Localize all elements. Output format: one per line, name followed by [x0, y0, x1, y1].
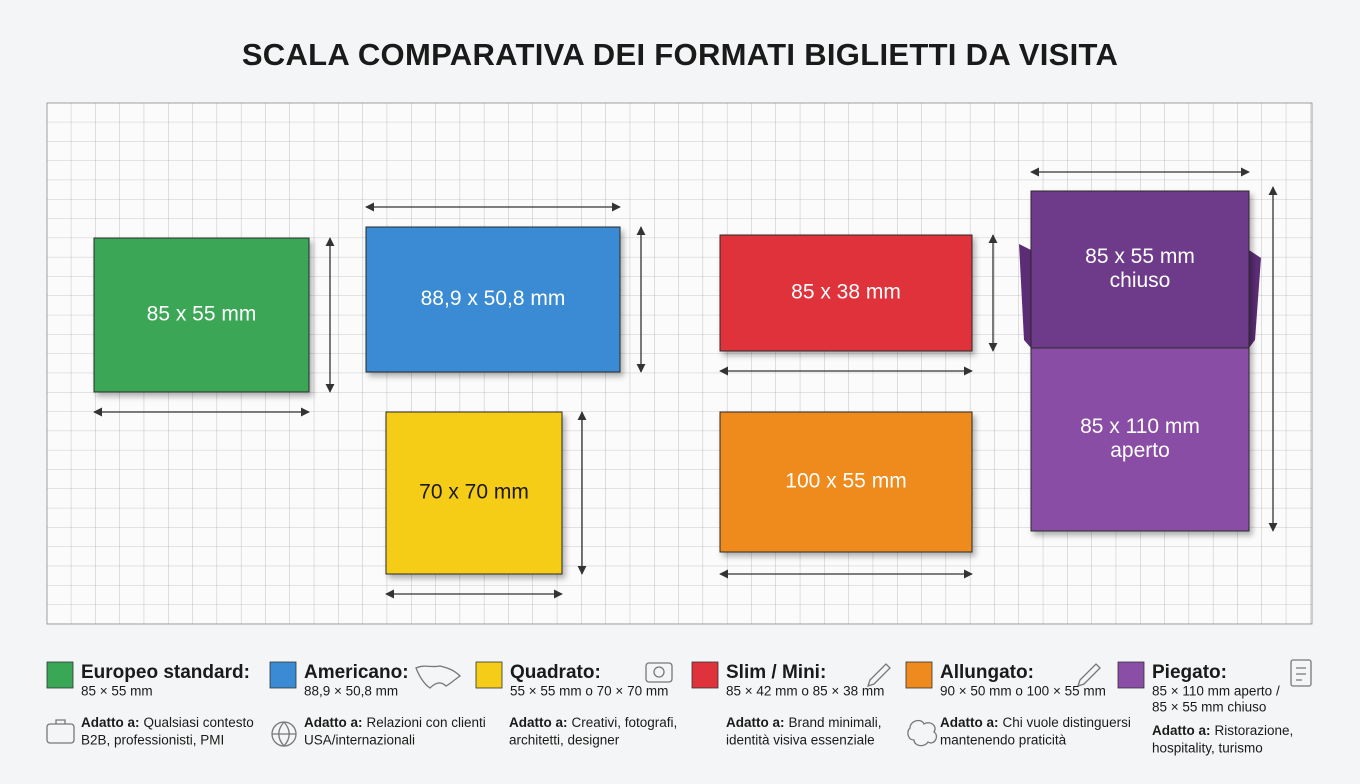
legend-name: Piegato:: [1152, 662, 1227, 683]
card-label: chiuso: [1110, 269, 1171, 292]
legend-name: Americano:: [304, 662, 409, 683]
legend-swatch: [46, 661, 74, 689]
legend-usage: Adatto a: Relazioni con clienti: [304, 715, 486, 730]
legend-dims: 85 × 55 mm: [81, 684, 153, 699]
card: [1030, 347, 1250, 532]
card: [719, 234, 973, 352]
legend-usage: mantenendo praticità: [940, 733, 1067, 748]
legend-usage: Adatto a: Brand minimali,: [726, 715, 882, 730]
legend: Europeo standard:85 × 55 mm Adatto a: Qual…: [46, 661, 1293, 756]
legend-usage: hospitality, turismo: [1152, 741, 1263, 756]
usage-label: Adatto a:: [509, 715, 568, 730]
legend-usage: Adatto a: Ristorazione,: [1152, 723, 1293, 738]
legend-usage: architetti, designer: [509, 733, 620, 748]
card: [1030, 190, 1250, 349]
usage-label: Adatto a:: [940, 715, 999, 730]
legend-usage: identità visiva essenziale: [726, 733, 875, 748]
legend-swatch: [269, 661, 297, 689]
card: [93, 237, 310, 393]
legend-name: Quadrato:: [510, 662, 601, 683]
usage-text: Creativi, fotografi,: [572, 715, 678, 730]
legend-dims: 85 × 42 mm o 85 × 38 mm: [726, 684, 884, 699]
usage-label: Adatto a:: [81, 715, 140, 730]
usage-text: Chi vuole distinguersi: [1003, 715, 1131, 730]
legend-dims: 85 × 55 mm chiuso: [1152, 700, 1266, 715]
legend-dims: 55 × 55 mm o 70 × 70 mm: [510, 684, 668, 699]
usage-label: Adatto a:: [726, 715, 785, 730]
legend-usage: Adatto a: Chi vuole distinguersi: [940, 715, 1131, 730]
legend-dims: 90 × 50 mm o 100 × 55 mm: [940, 684, 1106, 699]
card-label: 70 x 70 mm: [419, 481, 529, 504]
legend-swatch: [475, 661, 503, 689]
title: SCALA COMPARATIVA DEI FORMATI BIGLIETTI …: [242, 37, 1118, 72]
briefcase-icon: [55, 719, 66, 724]
cloud-icon: [907, 719, 938, 747]
legend-dims: 88,9 × 50,8 mm: [304, 684, 398, 699]
card-label: 85 x 38 mm: [791, 281, 901, 304]
legend-usage: Adatto a: Qualsiasi contesto: [81, 715, 254, 730]
legend-swatch: [1117, 661, 1145, 689]
card-label: aperto: [1110, 439, 1170, 462]
usage-text: Relazioni con clienti: [367, 715, 486, 730]
icons: [46, 659, 1312, 747]
card-label: 100 x 55 mm: [785, 470, 906, 493]
fold-flap: [1019, 244, 1031, 348]
legend-swatch: [691, 661, 719, 689]
pencil-icon: [1076, 663, 1101, 688]
briefcase-icon: [46, 723, 75, 744]
pencil-icon: [866, 663, 891, 688]
card-label: 88,9 x 50,8 mm: [421, 287, 566, 310]
menu-icon: [1296, 667, 1306, 681]
legend-name: Europeo standard:: [81, 662, 250, 683]
usage-label: Adatto a:: [304, 715, 363, 730]
fold-flap: [1249, 250, 1261, 348]
cards: 85 x 55 mm 88,9 x 50,8 mm 70 x 70 mm 85 x 3…: [93, 190, 1250, 575]
usage-text: Qualsiasi contesto: [144, 715, 254, 730]
menu-icon: [1290, 659, 1312, 687]
card: [719, 411, 973, 553]
camera-icon: [653, 666, 665, 678]
legend-usage: Adatto a: Creativi, fotografi,: [509, 715, 677, 730]
dimension-arrows: [93, 167, 1278, 599]
legend-name: Slim / Mini:: [726, 662, 826, 683]
legend-usage: USA/internazionali: [304, 733, 415, 748]
usage-text: Brand minimali,: [789, 715, 882, 730]
legend-usage: B2B, professionisti, PMI: [81, 733, 224, 748]
card: [365, 226, 621, 373]
usage-label: Adatto a:: [1152, 723, 1211, 738]
globe-icon: [272, 721, 296, 747]
usage-text: Ristorazione,: [1215, 723, 1294, 738]
legend-swatch: [905, 661, 933, 689]
legend-dims: 85 × 110 mm aperto /: [1152, 684, 1280, 699]
card-label: 85 x 55 mm: [1085, 245, 1195, 268]
legend-name: Allungato:: [940, 662, 1034, 683]
card-label: 85 x 55 mm: [147, 303, 257, 326]
card-label: 85 x 110 mm: [1080, 415, 1200, 438]
world-map-icon: [415, 665, 462, 689]
card: [385, 411, 563, 575]
camera-icon: [645, 662, 673, 683]
